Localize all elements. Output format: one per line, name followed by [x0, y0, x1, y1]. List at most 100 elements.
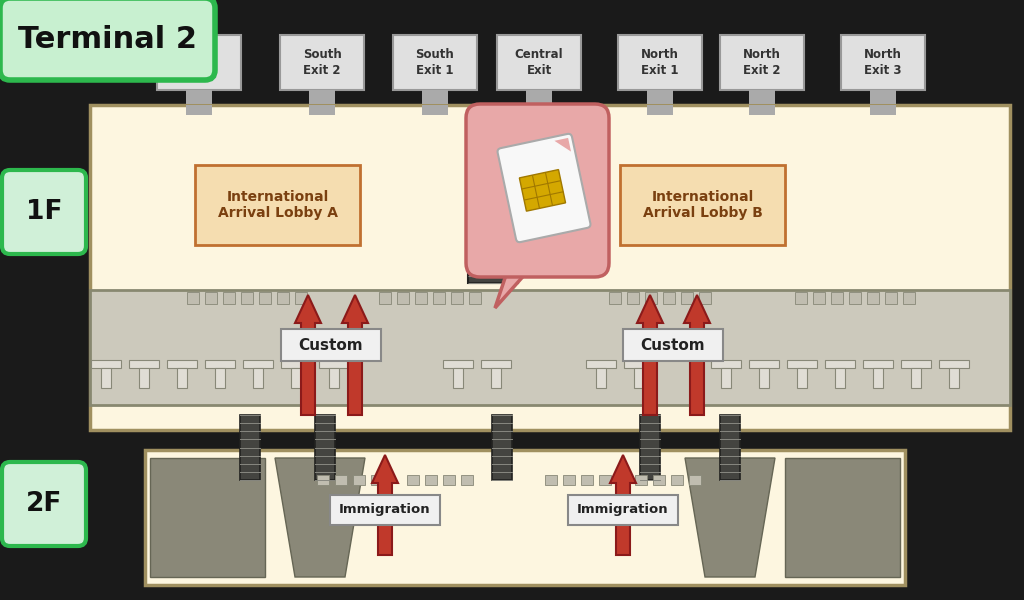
Bar [749, 360, 779, 368]
Bar [653, 475, 665, 485]
Text: North
Exit 3: North Exit 3 [864, 49, 902, 76]
Bar [243, 360, 273, 368]
Polygon shape [684, 295, 710, 415]
Bar [291, 368, 301, 388]
Bar [634, 368, 644, 388]
Bar [563, 475, 575, 485]
Bar [330, 495, 440, 525]
Bar [526, 105, 552, 115]
Bar [145, 450, 905, 585]
Bar [422, 105, 449, 115]
FancyBboxPatch shape [2, 170, 86, 254]
Bar [393, 35, 477, 90]
Bar [711, 360, 741, 368]
Bar [90, 290, 1010, 405]
Bar [901, 360, 931, 368]
Text: International
Arrival Lobby B: International Arrival Lobby B [643, 190, 763, 220]
Bar [490, 368, 501, 388]
Bar [627, 292, 639, 304]
Bar [620, 165, 785, 245]
FancyBboxPatch shape [466, 104, 609, 277]
Bar [443, 475, 455, 485]
Bar [335, 475, 347, 485]
Bar [873, 368, 883, 388]
Bar [371, 475, 383, 485]
Text: International
Arrival Lobby A: International Arrival Lobby A [217, 190, 338, 220]
Bar [281, 360, 311, 368]
Bar [150, 458, 265, 577]
Polygon shape [610, 455, 636, 555]
Bar [497, 35, 581, 90]
Bar [785, 458, 900, 577]
Polygon shape [554, 138, 571, 152]
Text: Immigration: Immigration [339, 503, 431, 517]
Bar [425, 475, 437, 485]
Bar [407, 475, 419, 485]
Bar [379, 292, 391, 304]
Bar [795, 292, 807, 304]
Polygon shape [495, 263, 535, 308]
Bar [253, 368, 263, 388]
Bar [139, 368, 150, 388]
Bar [749, 90, 775, 104]
Bar [870, 90, 896, 104]
Bar [315, 415, 335, 480]
Bar [205, 360, 234, 368]
Bar [949, 368, 959, 388]
Bar [415, 292, 427, 304]
Bar [91, 360, 121, 368]
Bar [835, 368, 845, 388]
Bar [451, 292, 463, 304]
Bar [215, 368, 225, 388]
Bar [157, 35, 241, 90]
Bar [241, 292, 253, 304]
Bar [720, 35, 804, 90]
Bar [309, 105, 335, 115]
Text: Custom: Custom [299, 337, 364, 352]
Bar [461, 475, 473, 485]
Bar [671, 475, 683, 485]
Polygon shape [342, 295, 368, 415]
Bar [545, 475, 557, 485]
Text: Terminal 2: Terminal 2 [17, 25, 197, 53]
FancyBboxPatch shape [2, 462, 86, 546]
Bar [129, 360, 159, 368]
Text: South
Exit 1: South Exit 1 [416, 49, 455, 76]
Bar [397, 292, 409, 304]
Bar [195, 165, 360, 245]
Bar [205, 292, 217, 304]
Bar [623, 329, 723, 361]
Text: Custom: Custom [641, 337, 706, 352]
Bar [787, 360, 817, 368]
Bar [647, 105, 673, 115]
FancyBboxPatch shape [0, 0, 215, 80]
Bar [422, 90, 449, 104]
Bar [599, 475, 611, 485]
Polygon shape [372, 455, 398, 555]
Bar [635, 475, 647, 485]
Bar [167, 360, 197, 368]
Bar [90, 105, 1010, 430]
Bar [319, 360, 349, 368]
Text: 2F: 2F [26, 491, 62, 517]
Bar [645, 292, 657, 304]
Bar [453, 368, 463, 388]
Bar [433, 292, 445, 304]
Bar [526, 90, 552, 104]
Bar [259, 292, 271, 304]
Bar [813, 292, 825, 304]
Bar [749, 105, 775, 115]
Bar [177, 368, 187, 388]
Bar [911, 368, 921, 388]
Bar [618, 35, 702, 90]
Bar [187, 292, 199, 304]
Polygon shape [685, 458, 775, 577]
Bar [468, 228, 518, 283]
Bar [640, 415, 660, 480]
Bar [281, 329, 381, 361]
Bar [469, 292, 481, 304]
Bar [581, 475, 593, 485]
Bar [329, 368, 339, 388]
Bar [101, 368, 111, 388]
Bar [568, 495, 678, 525]
